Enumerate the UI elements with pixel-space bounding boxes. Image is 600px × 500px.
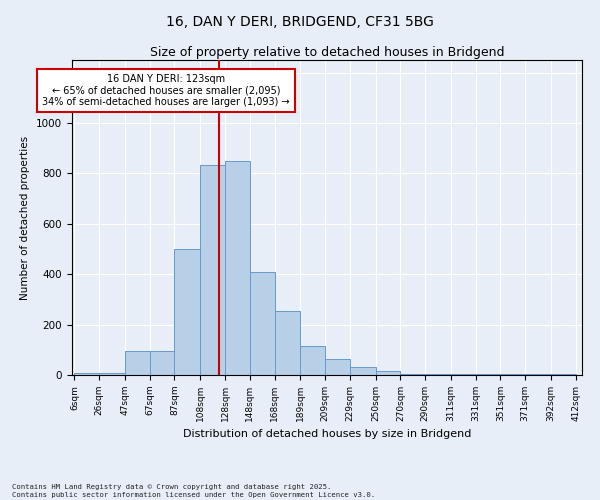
Bar [350,368,376,375]
Bar [476,374,500,375]
Bar [150,351,175,375]
Text: 16 DAN Y DERI: 123sqm
← 65% of detached houses are smaller (2,095)
34% of semi-d: 16 DAN Y DERI: 123sqm ← 65% of detached … [42,74,290,107]
Bar [99,373,125,375]
Bar [175,249,200,375]
Text: Contains HM Land Registry data © Crown copyright and database right 2025.
Contai: Contains HM Land Registry data © Crown c… [12,484,375,498]
Bar [500,374,525,375]
Bar [301,346,325,375]
Bar [225,161,250,375]
Bar [551,374,576,375]
Bar [74,373,99,375]
X-axis label: Distribution of detached houses by size in Bridgend: Distribution of detached houses by size … [183,430,471,440]
Y-axis label: Number of detached properties: Number of detached properties [20,136,31,300]
Bar [250,272,275,375]
Bar [376,371,400,375]
Bar [275,310,301,375]
Bar [325,358,350,375]
Bar [451,374,476,375]
Bar [400,374,425,375]
Bar [200,164,225,375]
Bar [525,374,551,375]
Title: Size of property relative to detached houses in Bridgend: Size of property relative to detached ho… [150,46,504,59]
Bar [425,374,451,375]
Text: 16, DAN Y DERI, BRIDGEND, CF31 5BG: 16, DAN Y DERI, BRIDGEND, CF31 5BG [166,15,434,29]
Bar [125,351,150,375]
